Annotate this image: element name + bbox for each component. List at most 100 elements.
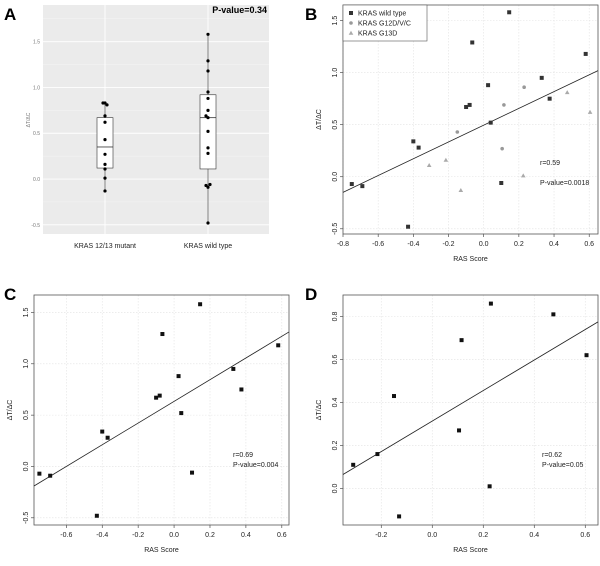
x-tick-label: 0.0 [169,532,179,539]
panel-label: B [305,5,317,24]
data-point-square [37,471,42,476]
plot-frame [33,294,290,526]
data-point [206,32,210,36]
data-point-square [179,411,184,416]
p-value-annotation: P-value=0.34 [212,5,267,15]
x-tick-label: 0.2 [514,241,524,248]
data-point-square [239,387,244,392]
data-point-square [190,470,195,475]
x-tick-label: 0.6 [580,532,590,539]
legend-label: KRAS G13D [358,31,397,38]
x-tick-label: 0.6 [277,532,287,539]
y-axis-label: ΔT/ΔC [7,400,14,421]
legend-label: KRAS wild type [358,11,406,18]
data-point-square [459,338,464,343]
y-axis-label: ΔT/ΔC [26,112,32,127]
y-axis-label: ΔT/ΔC [316,109,323,130]
data-point-square [157,393,162,398]
x-tick-label: -0.2 [132,532,144,539]
data-point-square [406,224,411,229]
data-point-circle [455,130,460,134]
regression-line [342,321,599,475]
panel-label: D [305,285,317,304]
x-tick-label: -0.4 [96,532,108,539]
panel-B: B -0.8 -0.6 -0.4 -0.2 0.0 0.2 0.4 0.6 -0.5 0.0 0.5 1… [305,4,599,263]
x-tick-label: -0.6 [60,532,72,539]
y-tick-label: 0.5 [33,131,40,137]
data-point-square [160,332,165,337]
r-value-annotation: r=0.62 [542,452,562,459]
y-tick-label: -0.5 [31,223,40,229]
data-point-circle [522,85,526,90]
data-point [206,108,210,112]
p-value-annotation: P-value=0.05 [542,462,584,469]
p-value-annotation: P-value=0.004 [233,462,278,469]
y-tick-label: 1.5 [23,307,30,317]
data-point-square [499,180,504,185]
x-category-label: KRAS wild type [184,243,232,250]
data-point-square [176,374,181,379]
x-axis-label: RAS Score [453,256,488,263]
data-point [206,185,210,189]
data-point [103,167,107,171]
y-tick-label: 0.2 [332,440,339,450]
plot-frame [342,4,599,235]
y-tick-label: 0.0 [332,483,339,493]
data-point [206,129,210,134]
y-tick-label: 0.8 [332,312,339,322]
data-point-square [488,120,493,125]
legend: KRAS wild type KRAS G12D/V/C KRAS G13D [342,4,428,42]
p-value-annotation: P-value=0.0018 [540,180,589,187]
data-point-square [360,184,365,189]
data-point-square [487,484,492,489]
data-point [103,138,107,142]
x-tick-label: 0.4 [529,532,539,539]
data-point-square [583,51,588,56]
data-point-square [375,452,380,457]
data-point-circle [500,146,504,151]
legend-box [342,4,428,42]
data-point [103,120,107,124]
data-point [206,146,210,150]
regression-line [33,331,290,487]
legend-marker-triangle [348,30,354,35]
y-tick-label: 1.0 [332,68,339,78]
data-point-triangle [426,163,432,167]
data-point-circle [502,103,506,107]
data-point-triangle [520,173,526,178]
data-point-square [488,301,493,306]
y-axis-label: ΔT/ΔC [316,400,323,421]
data-point-square [94,513,99,518]
panel-D: D -0.2 0.0 0.2 0.4 0.6 0.0 0.2 0.4 0.6 0.8 RAS Scor… [305,285,599,554]
panel-A: A -0.5 0.0 0.5 1.0 1.5 KRAS 12/13 mutant KRAS w… [4,5,269,250]
data-point-square [48,473,53,478]
x-tick-label: -0.2 [442,241,454,248]
regression-line [342,70,599,193]
data-point-square [416,145,421,150]
data-point [103,162,107,166]
data-point [206,69,210,73]
x-category-label: KRAS 12/13 mutant [74,243,136,250]
panel-label: C [4,285,16,304]
y-tick-label: 0.5 [23,410,30,420]
y-tick-label: 1.0 [33,85,40,91]
data-point-triangle [587,109,593,114]
data-point [103,189,107,193]
data-point-square [276,343,281,348]
data-point-square [154,395,159,400]
data-point [206,221,210,225]
y-tick-label: 0.5 [332,120,339,130]
x-axis-label: RAS Score [453,547,488,554]
legend-marker-square [349,11,353,15]
x-tick-label: 0.4 [241,532,251,539]
x-tick-label: 0.0 [427,532,437,539]
data-point-square [507,10,512,15]
data-point [206,59,210,63]
data-point [206,96,210,101]
data-point [206,90,210,94]
data-point-square [349,182,354,187]
r-value-annotation: r=0.59 [540,160,560,167]
data-point-square [397,514,402,519]
y-tick-label: 0.6 [332,355,339,365]
